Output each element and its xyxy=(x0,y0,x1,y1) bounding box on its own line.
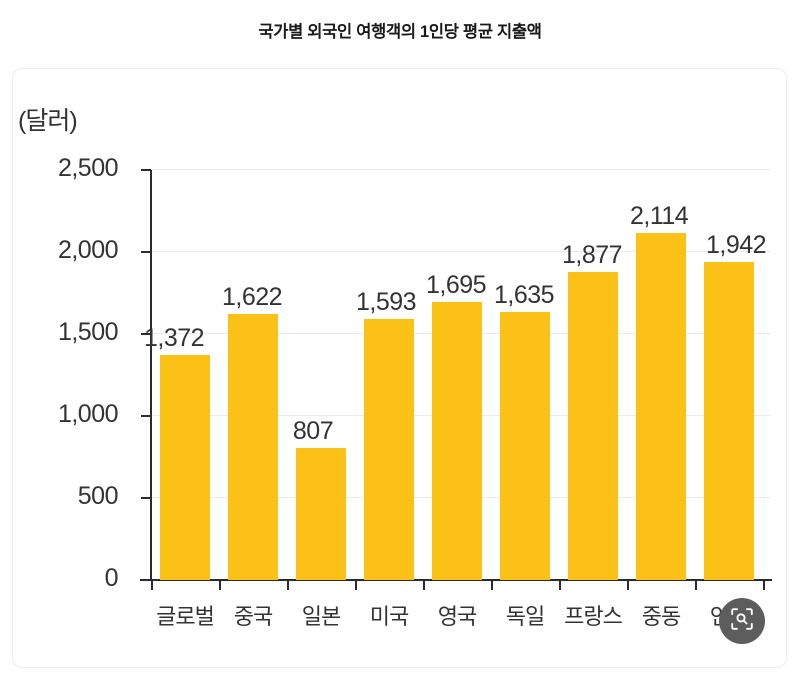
bar-value-label: 1,942 xyxy=(706,230,767,259)
bar-value-label: 1,372 xyxy=(144,323,205,352)
y-axis-tick-mark xyxy=(141,333,151,335)
x-axis-category-label: 미국 xyxy=(369,604,409,629)
x-axis-category-label: 영국 xyxy=(437,604,477,629)
x-axis-tick-mark xyxy=(559,581,561,590)
x-axis-tick-mark xyxy=(763,581,765,590)
bar-value-label: 1,877 xyxy=(562,241,623,270)
x-axis-tick-mark xyxy=(219,581,221,590)
x-axis-category-label: 일본 xyxy=(301,604,341,629)
bar-value-label: 1,695 xyxy=(426,271,487,300)
bar-value-label: 1,593 xyxy=(356,287,417,316)
y-axis-tick-mark xyxy=(141,251,151,253)
gridline xyxy=(151,169,770,170)
x-axis-tick-mark xyxy=(695,581,697,590)
bar xyxy=(500,311,550,580)
bar-value-label: 1,622 xyxy=(222,282,283,311)
x-axis-tick-mark xyxy=(355,581,357,590)
x-axis-tick-mark xyxy=(627,581,629,590)
bar xyxy=(160,354,210,580)
x-axis-category-label: 중동 xyxy=(641,604,681,629)
x-axis-category-label: 중국 xyxy=(233,604,273,629)
y-axis-tick-label: 0 xyxy=(104,564,119,592)
gridline xyxy=(151,251,770,252)
bar-value-label: 1,635 xyxy=(494,280,555,309)
x-axis-line xyxy=(140,579,772,581)
bar xyxy=(364,318,414,580)
y-axis-tick-mark xyxy=(141,415,151,417)
bar-value-label: 807 xyxy=(292,416,334,445)
bar xyxy=(432,302,482,580)
x-axis-tick-mark xyxy=(423,581,425,590)
x-axis-tick-mark xyxy=(151,581,153,590)
y-axis-tick-mark xyxy=(141,169,151,171)
x-axis-category-label: 글로벌 xyxy=(156,604,215,629)
y-axis-tick-label: 1,500 xyxy=(57,318,119,346)
y-axis-tick-label: 500 xyxy=(77,482,119,510)
x-axis-tick-mark xyxy=(491,581,493,590)
y-axis-tick-label: 1,000 xyxy=(57,400,119,428)
scan-search-icon xyxy=(729,606,755,637)
x-axis-category-label: 독일 xyxy=(505,604,545,629)
y-axis-tick-label: 2,000 xyxy=(57,236,119,264)
x-axis-tick-mark xyxy=(287,581,289,590)
page-title: 국가별 외국인 여행객의 1인당 평균 지출액 xyxy=(258,23,542,41)
y-axis-unit-label: (달러) xyxy=(18,107,78,135)
x-axis-category-label: 프랑스 xyxy=(564,604,623,629)
bar xyxy=(568,272,618,580)
bar xyxy=(296,447,346,580)
bar xyxy=(704,261,754,580)
bar xyxy=(636,233,686,580)
bar xyxy=(228,313,278,580)
y-axis-tick-label: 2,500 xyxy=(57,154,119,182)
bar-value-label: 2,114 xyxy=(630,202,689,231)
y-axis-tick-mark xyxy=(141,497,151,499)
smart-lens-button[interactable] xyxy=(719,598,765,644)
y-axis-line xyxy=(150,170,152,581)
